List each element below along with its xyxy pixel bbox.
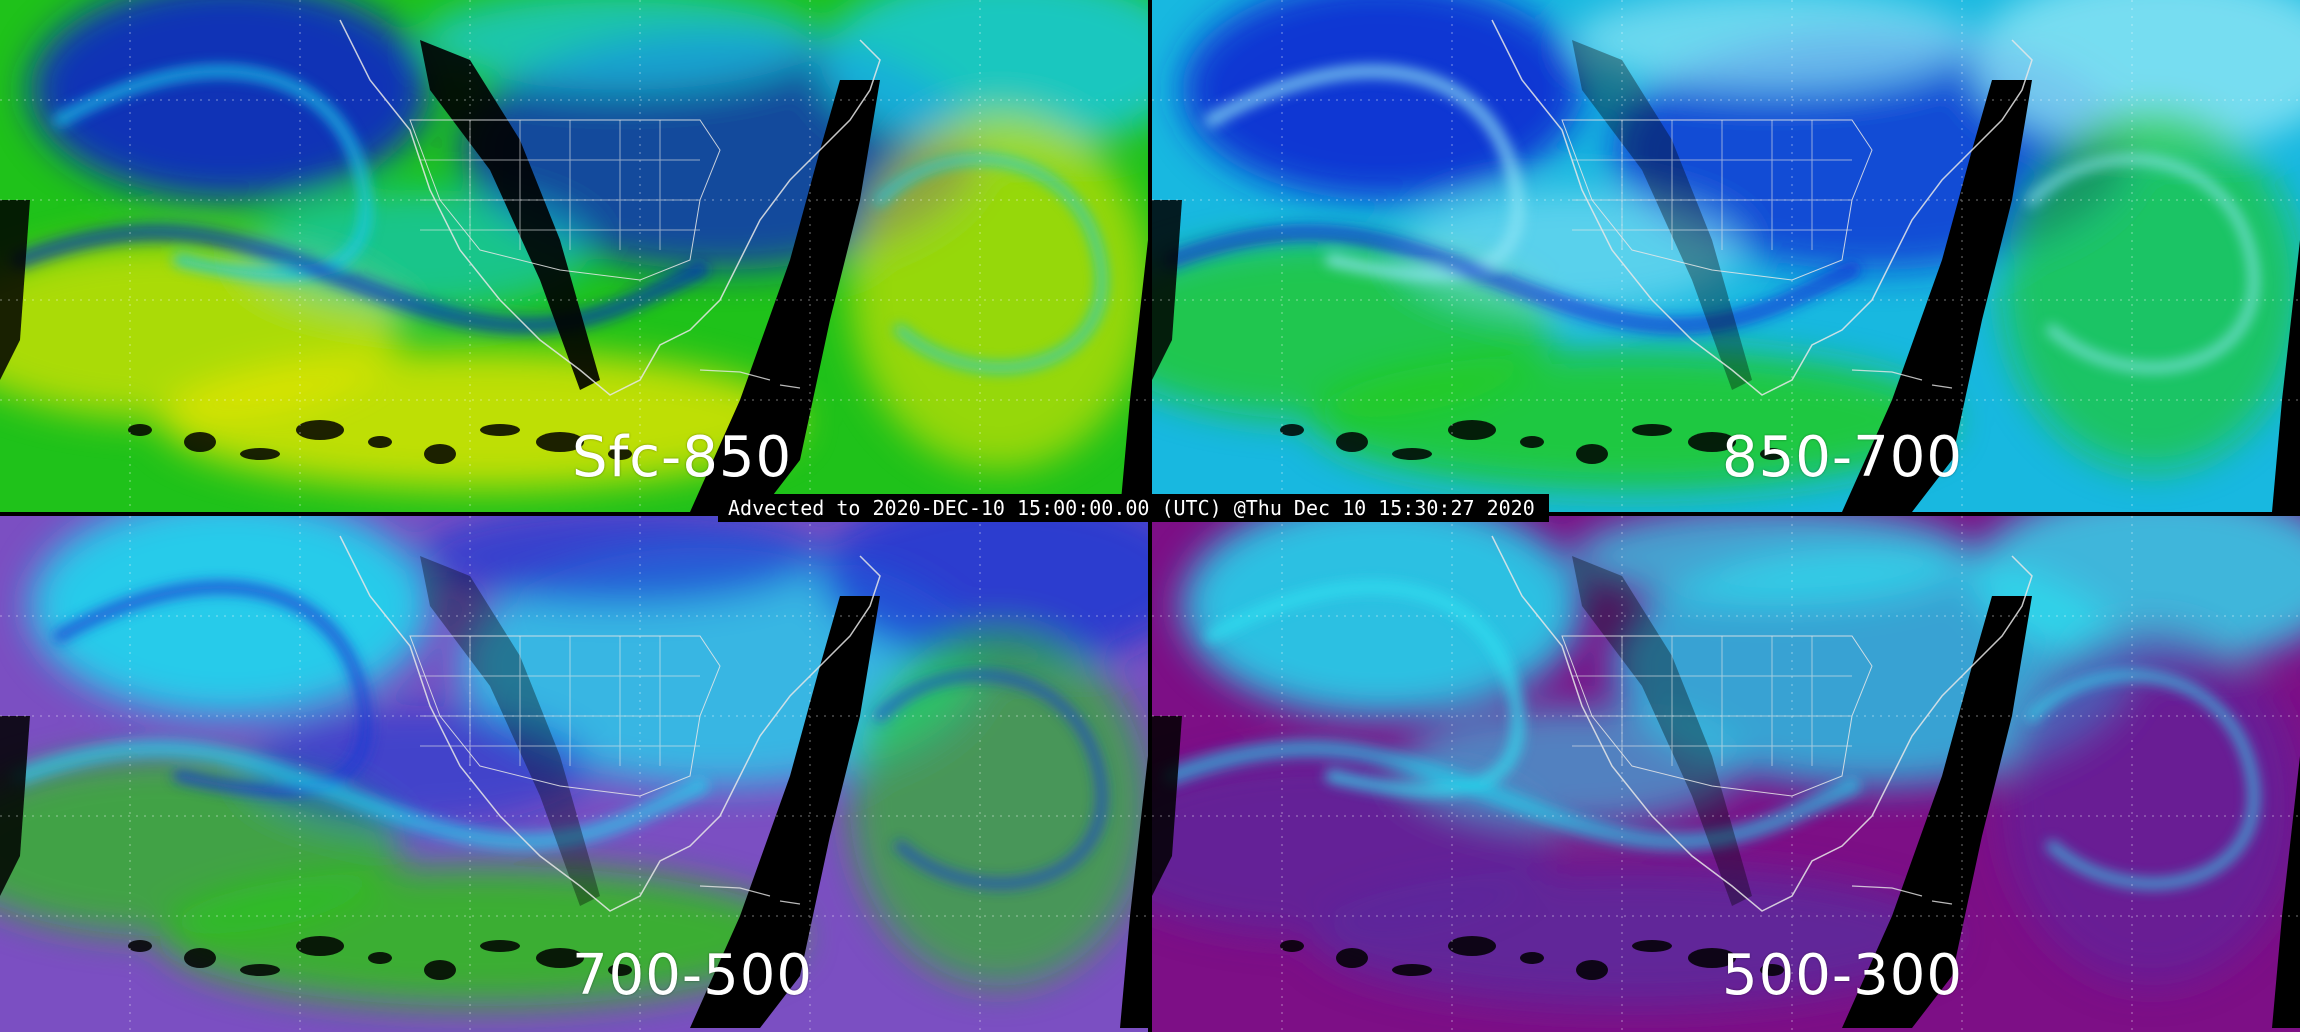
panel-500-300: 500-300 [1152, 516, 2300, 1032]
water-vapor-map-500-300 [1152, 516, 2300, 1032]
satellite-gap [1842, 596, 2032, 1028]
coastline-overlay [1491, 19, 2033, 396]
satellite-gap [690, 596, 880, 1028]
satellite-gap [690, 80, 880, 512]
panel-700-500: 700-500 [0, 516, 1148, 1032]
panel-label: 700-500 [572, 943, 813, 1008]
water-vapor-map-850-700 [1152, 0, 2300, 512]
panel-850-700: 850-700 [1152, 0, 2300, 512]
advection-timestamp: Advected to 2020-DEC-10 15:00:00.00 (UTC… [718, 494, 1549, 522]
coastline-overlay [339, 535, 881, 912]
panel-sfc-850: Sfc-850 [0, 0, 1148, 512]
coastline-overlay [1491, 535, 2033, 912]
coastline-overlay [339, 19, 881, 396]
water-vapor-map-700-500 [0, 516, 1148, 1032]
panel-label: 500-300 [1722, 943, 1963, 1008]
satellite-gap [1842, 80, 2032, 512]
water-vapor-map-sfc-850 [0, 0, 1148, 512]
panel-label: 850-700 [1722, 425, 1963, 490]
panel-label: Sfc-850 [572, 425, 793, 490]
